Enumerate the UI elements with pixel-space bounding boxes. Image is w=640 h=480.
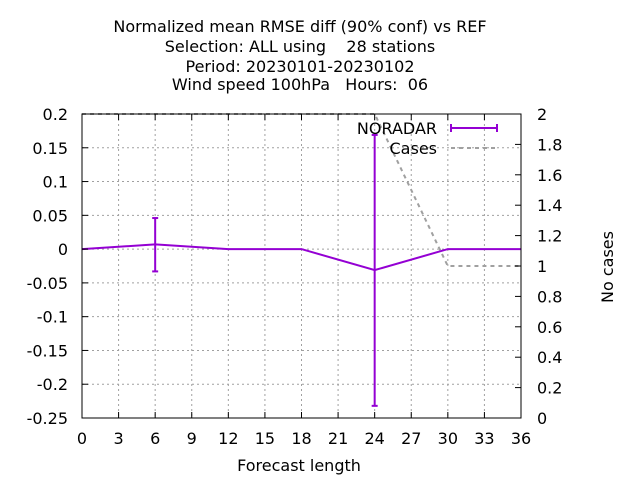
- y2-tick-label: 0.8: [537, 287, 562, 306]
- x-tick-label: 0: [77, 429, 87, 448]
- y-tick-label: -0.1: [37, 308, 68, 327]
- y-tick-label: 0: [58, 240, 68, 259]
- y2-tick-label: 1.4: [537, 196, 562, 215]
- y2-tick-label: 2: [537, 105, 547, 124]
- y-tick-label: 0.15: [32, 139, 68, 158]
- y2-tick-label: 0: [537, 409, 547, 428]
- x-tick-label: 9: [187, 429, 197, 448]
- x-tick-label: 36: [511, 429, 531, 448]
- y2-tick-label: 0.6: [537, 318, 562, 337]
- x-tick-label: 21: [328, 429, 348, 448]
- y2-axis-label: No cases: [598, 231, 617, 303]
- axis-ticks: 0 3 6 9 12 15 18 21 24 27 30 33 36-0.25-0.2-0.15-0.1…: [27, 105, 563, 448]
- x-tick-label: 3: [113, 429, 123, 448]
- x-tick-label: 12: [218, 429, 238, 448]
- x-tick-label: 24: [364, 429, 384, 448]
- title-line-3: Period: 20230101-20230102: [185, 57, 414, 76]
- y-tick-label: -0.25: [27, 409, 68, 428]
- x-tick-label: 18: [291, 429, 311, 448]
- title-line-1: Normalized mean RMSE diff (90% conf) vs …: [113, 17, 486, 36]
- x-tick-label: 6: [150, 429, 160, 448]
- x-tick-label: 27: [401, 429, 421, 448]
- y2-tick-label: 1: [537, 257, 547, 276]
- legend-label-1: NORADAR: [357, 119, 437, 138]
- y-tick-label: -0.05: [27, 274, 68, 293]
- title-line-4: Wind speed 100hPa Hours: 06: [172, 75, 428, 94]
- x-tick-label: 33: [474, 429, 494, 448]
- y2-tick-label: 1.2: [537, 227, 562, 246]
- y2-tick-label: 1.8: [537, 135, 562, 154]
- y-tick-label: 0.05: [32, 206, 68, 225]
- x-tick-label: 30: [438, 429, 458, 448]
- x-axis-label: Forecast length: [237, 456, 361, 475]
- legend-label-2: Cases: [390, 139, 438, 158]
- y-tick-label: 0.2: [43, 105, 68, 124]
- chart-title: Normalized mean RMSE diff (90% conf) vs …: [113, 17, 486, 94]
- y-tick-label: -0.15: [27, 341, 68, 360]
- x-tick-label: 15: [255, 429, 275, 448]
- y2-tick-label: 0.2: [537, 379, 562, 398]
- grid-lines: [82, 114, 521, 418]
- series-line-1: [81, 243, 521, 272]
- y-tick-label: 0.1: [43, 173, 68, 192]
- y2-tick-label: 0.4: [537, 348, 562, 367]
- y2-tick-label: 1.6: [537, 166, 562, 185]
- title-line-2: Selection: ALL using 28 stations: [165, 37, 435, 56]
- y-tick-label: -0.2: [37, 375, 68, 394]
